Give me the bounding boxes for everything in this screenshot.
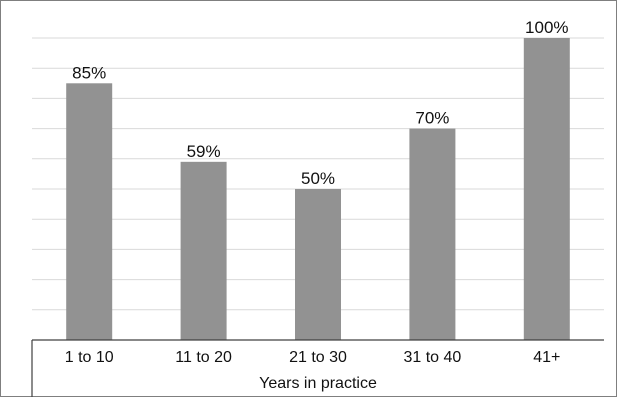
data-label: 50% [301, 169, 335, 188]
x-tick-label: 41+ [533, 349, 560, 366]
x-tick-label: 31 to 40 [403, 349, 461, 366]
x-tick-label: 21 to 30 [289, 349, 347, 366]
data-label: 70% [415, 109, 449, 128]
x-axis-label: Years in practice [259, 375, 377, 392]
x-tick-label: 1 to 10 [65, 349, 114, 366]
data-label: 100% [525, 18, 568, 37]
data-label: 85% [72, 63, 106, 82]
bars [66, 38, 570, 341]
value-labels: 85% 59% 50% 70% 100% [72, 18, 568, 188]
gridlines [32, 37, 604, 311]
bar [295, 189, 341, 340]
bar [66, 83, 113, 341]
bar [523, 38, 570, 340]
bar [409, 128, 456, 340]
bar [180, 161, 227, 340]
x-tick-labels: 1 to 10 11 to 20 21 to 30 31 to 40 41+ [65, 349, 561, 366]
data-label: 59% [187, 142, 221, 161]
x-tick-label: 11 to 20 [175, 349, 232, 366]
